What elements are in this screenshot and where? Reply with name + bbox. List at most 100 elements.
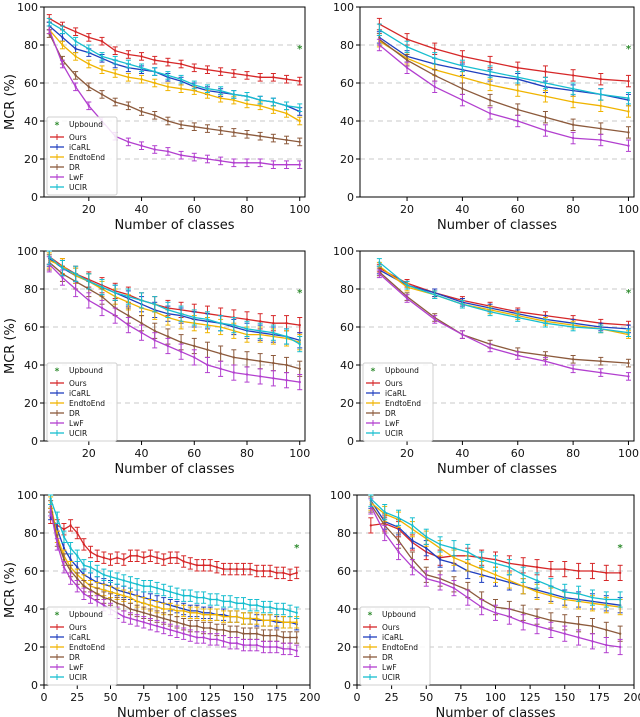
data-point [461,87,464,90]
data-point [285,379,288,382]
data-point [262,634,265,637]
data-point [255,569,258,573]
data-point [189,634,192,637]
data-point [74,55,77,58]
x-tick-label: 20 [82,203,96,216]
x-axis-title: Number of classes [117,706,237,717]
x-tick-label: 80 [566,203,580,216]
data-point [109,575,112,578]
data-point [202,564,205,567]
y-tick-label: 100 [333,1,354,14]
data-point [100,306,104,310]
data-point [219,89,222,92]
legend-label: Upbound [385,366,419,375]
data-point [89,566,92,569]
data-point [82,543,86,546]
data-point [452,586,456,590]
data-point [405,38,409,41]
data-point [232,161,236,164]
data-point [272,136,275,140]
data-point [268,619,272,622]
data-point [411,524,414,527]
legend-label: Ours [69,623,87,632]
data-point [288,636,292,639]
data-point [245,318,249,321]
data-point [282,571,285,575]
data-point [599,138,602,142]
series-icarl [376,31,631,107]
data-point [76,554,79,557]
data-point [461,64,464,68]
data-point [202,636,205,639]
x-axis-title: Number of classes [114,218,234,233]
data-point [433,293,436,296]
data-point [599,371,602,374]
data-point [102,588,106,592]
data-point [142,621,145,624]
data-point [275,607,278,611]
data-point [113,314,117,317]
series-ours [46,14,303,86]
data-point [113,59,117,62]
y-tick-label: 80 [337,527,351,540]
data-point [96,600,99,603]
data-point [577,592,580,595]
upbound-marker: * [626,288,632,299]
data-point [87,47,91,50]
data-point [69,547,72,550]
series-line [49,502,297,623]
series-line [379,29,629,99]
series-line [379,269,629,330]
data-point [245,133,249,136]
data-point [109,598,112,601]
data-point [166,150,170,153]
legend-label: UCIR [69,183,87,192]
data-point [288,621,292,624]
series-line [378,271,629,364]
data-point [76,577,79,580]
data-point [298,140,301,144]
data-point [182,609,185,613]
data-point [206,87,209,90]
plot-frame [43,250,306,442]
data-point [162,558,165,561]
data-point [397,550,400,554]
data-point [179,87,183,90]
data-point [219,70,222,73]
data-point [56,543,59,546]
x-tick-label: 75 [137,691,151,704]
data-point [209,613,212,616]
data-point [193,83,196,87]
data-point [127,314,130,317]
legend-box [359,606,431,686]
series-icarl [46,250,303,349]
data-point [571,123,575,127]
data-point [153,303,156,306]
y-tick-label: 20 [24,641,38,654]
data-point [272,331,275,334]
data-point [129,596,132,599]
data-point [544,81,547,85]
data-point [242,643,245,647]
data-point [627,110,630,113]
data-point [153,114,156,117]
y-tick-label: 60 [24,321,38,334]
series-line [48,33,300,143]
data-point [76,566,79,569]
data-point [488,83,492,87]
legend-upbound-marker: * [368,611,373,621]
legend-label: DR [69,163,80,172]
legend-label: LwF [69,173,84,182]
y-tick-label: 0 [344,679,351,692]
data-point [255,632,258,635]
data-point [397,539,400,542]
data-point [268,605,272,609]
data-point [82,564,86,567]
data-point [162,607,165,611]
x-tick-label: 100 [618,447,639,460]
data-point [549,628,553,632]
y-tick-label: 100 [333,245,354,258]
data-point [96,569,99,573]
data-point [206,363,209,367]
data-point [516,76,519,79]
